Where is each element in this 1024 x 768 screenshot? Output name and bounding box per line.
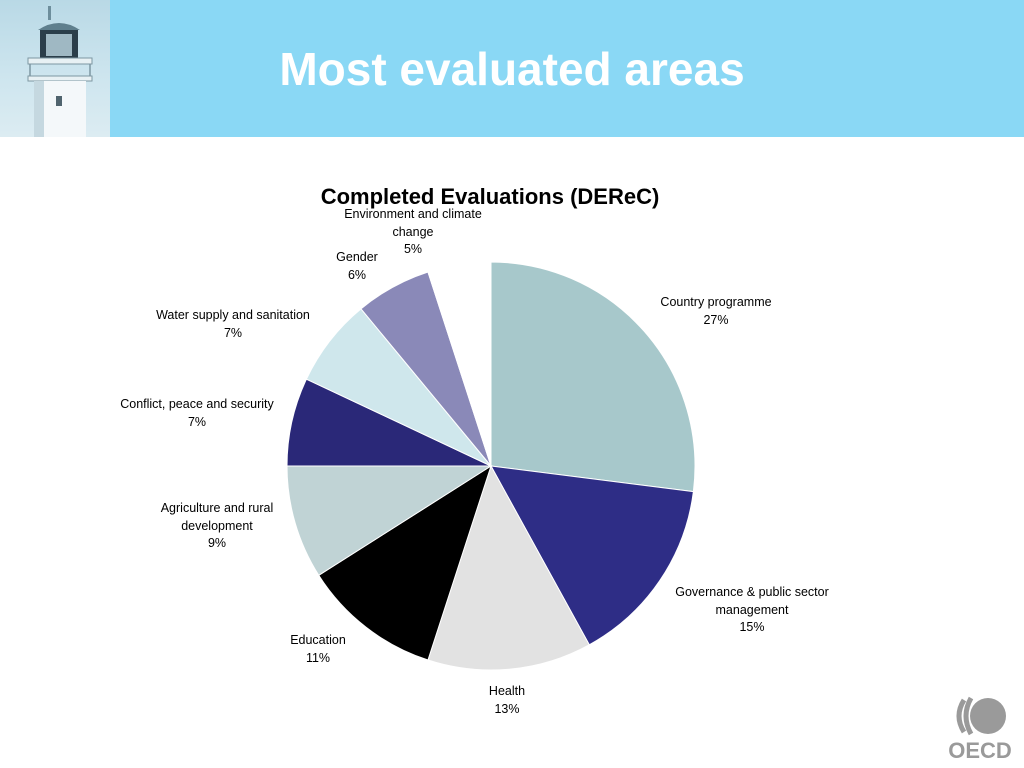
slide-title: Most evaluated areas [279,43,745,95]
oecd-logo-icon: OECD [948,696,1012,762]
slice-label: Governance & public sector management 15% [675,585,829,634]
slide-header: Most evaluated areas [0,0,1024,137]
slice-label: Conflict, peace and security 7% [120,397,274,429]
slice-label: Water supply and sanitation 7% [156,308,310,340]
chart-title: Completed Evaluations (DEReC) [320,184,660,209]
pie-slice [286,465,493,577]
slice-label: Agriculture and rural development 9% [160,501,274,550]
pie-slice [318,464,492,661]
pie-slice [427,464,590,671]
slice-label: Country programme 27% [660,295,772,327]
pie-slice [490,465,694,646]
lighthouse-icon [0,0,110,137]
slice-label: Health 13% [488,684,526,716]
slice-label: Gender 6% [336,250,378,282]
pie-slice [427,261,492,467]
slice-label: Education 11% [290,633,346,665]
slice-label: Environment and climate change 5% [344,207,482,256]
pie-slice [490,261,696,493]
svg-text:OECD: OECD [948,738,1012,762]
